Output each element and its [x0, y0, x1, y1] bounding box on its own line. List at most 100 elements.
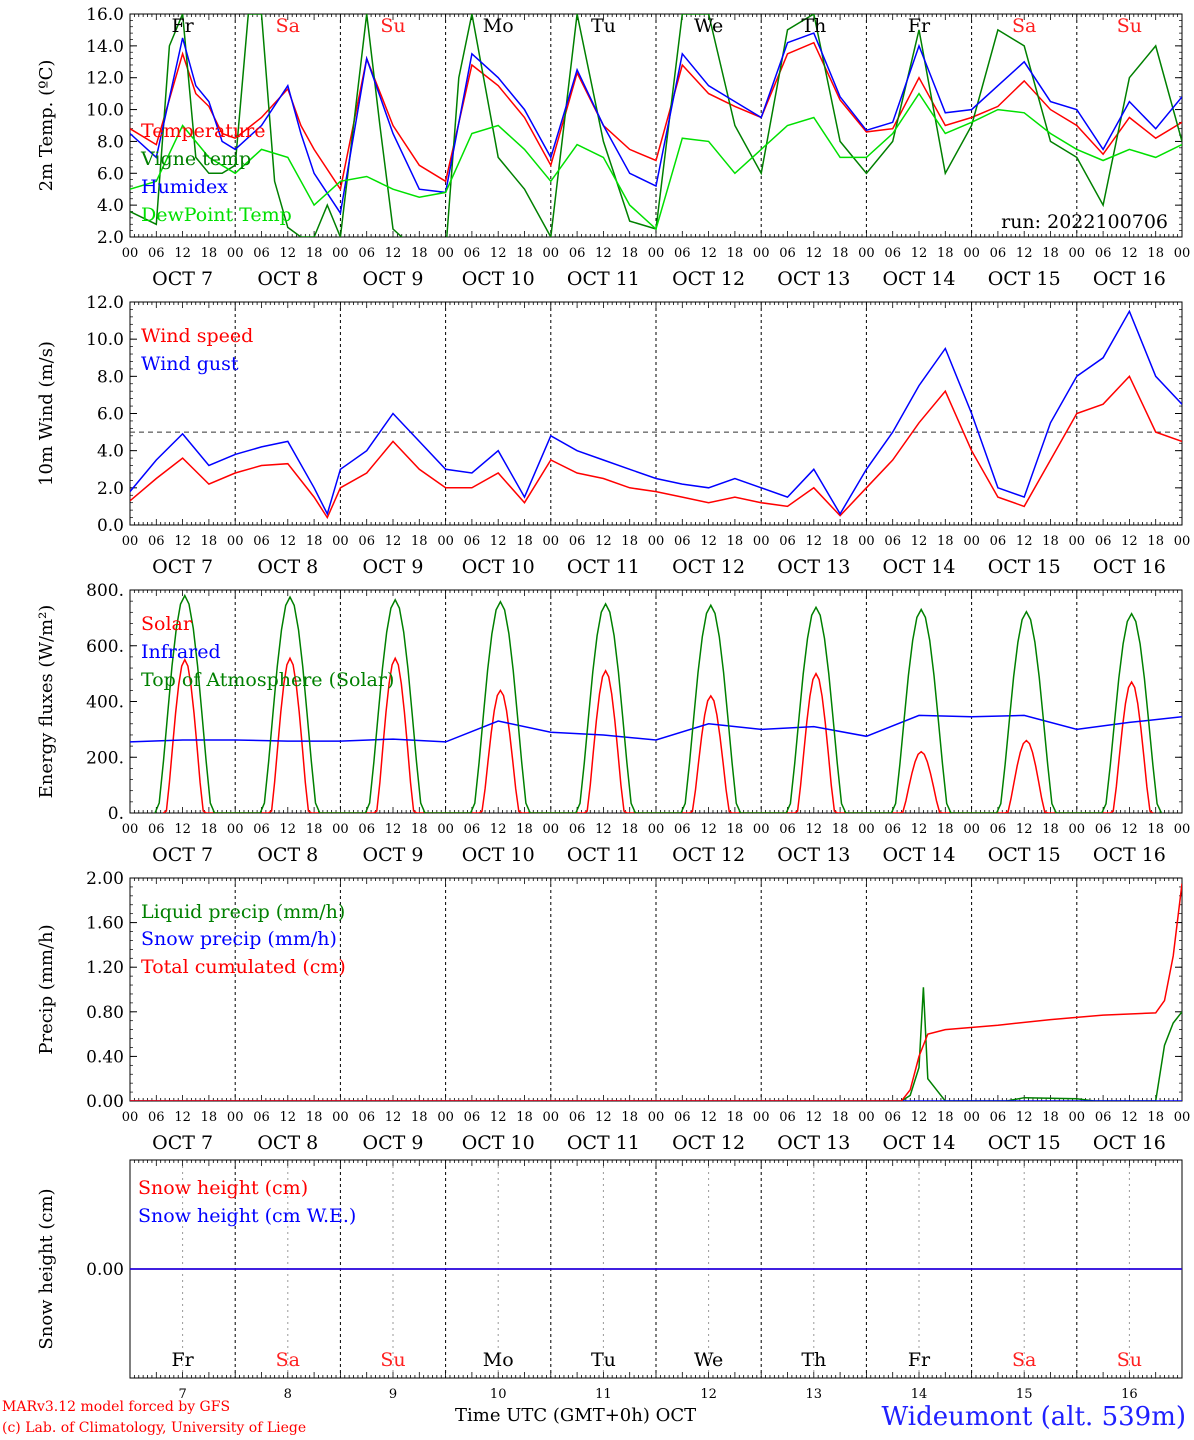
x-hour-label: 12 — [911, 1110, 928, 1125]
legend-entry: Humidex — [141, 176, 228, 198]
x-hour-label: 12 — [911, 534, 928, 549]
x-hour-label: 00 — [543, 246, 560, 261]
x-hour-label: 18 — [201, 246, 218, 261]
x-hour-label: 18 — [1147, 246, 1164, 261]
weekday-label-top: Sa — [1012, 15, 1036, 37]
x-hour-label: 06 — [148, 246, 165, 261]
station-label: Wideumont (alt. 539m) — [881, 1402, 1186, 1432]
x-hour-label: 18 — [1147, 822, 1164, 837]
x-hour-label: 00 — [227, 246, 244, 261]
x-hour-label: 00 — [1069, 1110, 1086, 1125]
x-hour-label: 18 — [832, 822, 849, 837]
x-hour-label: 06 — [674, 246, 691, 261]
x-hour-label: 06 — [1095, 534, 1112, 549]
x-date-label: OCT 15 — [988, 1132, 1061, 1154]
x-hour-label: 00 — [963, 534, 980, 549]
x-hour-label: 12 — [595, 534, 612, 549]
y-tick-label: 800. — [86, 581, 124, 601]
x-date-label: OCT 16 — [1093, 556, 1166, 578]
x-date-label: OCT 16 — [1093, 1132, 1166, 1154]
weekday-label-bottom: Fr — [171, 1349, 194, 1371]
y-tick-label: 200. — [86, 748, 124, 768]
x-date-label: OCT 9 — [363, 844, 424, 866]
x-hour-label: 18 — [937, 246, 954, 261]
y-tick-label: 600. — [86, 637, 124, 657]
x-date-label: OCT 12 — [672, 1132, 745, 1154]
x-date-label: OCT 13 — [777, 1132, 850, 1154]
panel-1: 2.0 4.0 6.0 8.0 10.0 12.0 14.0 16.0 2m Temp. (ºC… — [36, 5, 1190, 290]
day-number-label: 13 — [806, 1387, 823, 1402]
weekday-label-bottom: Su — [380, 1349, 405, 1371]
x-date-label: OCT 8 — [257, 1132, 318, 1154]
series-line-solar — [162, 656, 1154, 813]
x-date-label: OCT 14 — [882, 268, 955, 290]
x-date-label: OCT 15 — [988, 556, 1061, 578]
x-date-label: OCT 9 — [363, 556, 424, 578]
x-hour-label: 12 — [595, 246, 612, 261]
x-hour-label: 06 — [990, 1110, 1007, 1125]
x-hour-label: 12 — [700, 822, 717, 837]
x-date-label: OCT 7 — [152, 844, 213, 866]
x-date-label: OCT 10 — [462, 556, 535, 578]
x-date-label: OCT 12 — [672, 556, 745, 578]
x-hour-label: 12 — [1016, 534, 1033, 549]
y-tick-label: 400. — [86, 693, 124, 713]
day-number-label: 16 — [1121, 1387, 1138, 1402]
y-tick-label: 10.0 — [86, 101, 124, 121]
y-tick-label: 12.0 — [86, 69, 124, 89]
x-date-label: OCT 16 — [1093, 268, 1166, 290]
day-number-label: 8 — [284, 1387, 292, 1402]
y-tick-label: 14.0 — [86, 37, 124, 57]
x-hour-label: 18 — [411, 246, 428, 261]
x-hour-label: 06 — [674, 534, 691, 549]
x-hour-label: 12 — [1121, 534, 1138, 549]
x-hour-label: 12 — [1121, 822, 1138, 837]
lab-credit-line: (c) Lab. of Climatology, University of L… — [2, 1420, 307, 1436]
y-tick-label: 2.00 — [86, 869, 124, 889]
x-hour-label: 00 — [437, 534, 454, 549]
x-hour-label: 12 — [700, 246, 717, 261]
x-hour-label: 12 — [385, 534, 402, 549]
x-hour-label: 18 — [1147, 1110, 1164, 1125]
x-hour-label: 18 — [201, 822, 218, 837]
weekday-label-top: Sa — [276, 15, 300, 37]
x-hour-label: 12 — [385, 246, 402, 261]
y-tick-label: 2.0 — [97, 479, 124, 499]
x-hour-label: 18 — [727, 822, 744, 837]
x-date-label: OCT 14 — [882, 556, 955, 578]
x-hour-label: 00 — [122, 534, 139, 549]
x-hour-label: 00 — [858, 822, 875, 837]
x-date-label: OCT 13 — [777, 556, 850, 578]
x-hour-label: 00 — [122, 1110, 139, 1125]
x-hour-label: 18 — [621, 1110, 638, 1125]
x-hour-label: 12 — [174, 534, 191, 549]
legend-entry: Snow height (cm W.E.) — [138, 1205, 356, 1227]
x-hour-label: 00 — [437, 246, 454, 261]
x-hour-label: 18 — [306, 246, 323, 261]
x-hour-label: 06 — [779, 246, 796, 261]
legend-entry: Snow height (cm) — [138, 1177, 308, 1199]
weekday-label-bottom: Fr — [908, 1349, 931, 1371]
x-hour-label: 00 — [332, 1110, 349, 1125]
x-hour-label: 00 — [648, 534, 665, 549]
x-hour-label: 18 — [411, 822, 428, 837]
x-hour-label: 18 — [516, 822, 533, 837]
x-hour-label: 06 — [148, 822, 165, 837]
x-hour-label: 00 — [1069, 246, 1086, 261]
y-axis-label: Energy fluxes (W/m²) — [36, 605, 57, 799]
x-hour-label: 06 — [884, 822, 901, 837]
x-date-label: OCT 8 — [257, 268, 318, 290]
x-date-label: OCT 10 — [462, 268, 535, 290]
x-hour-label: 12 — [490, 534, 507, 549]
x-hour-label: 06 — [990, 246, 1007, 261]
day-number-label: 15 — [1016, 1387, 1033, 1402]
x-hour-label: 18 — [306, 534, 323, 549]
weekday-label-bottom: Th — [801, 1349, 826, 1371]
legend-entry: Wind speed — [141, 325, 253, 347]
x-hour-label: 18 — [306, 1110, 323, 1125]
x-hour-label: 06 — [253, 246, 270, 261]
x-hour-label: 06 — [990, 534, 1007, 549]
x-hour-label: 00 — [858, 246, 875, 261]
x-hour-label: 06 — [1095, 1110, 1112, 1125]
x-hour-label: 00 — [753, 822, 770, 837]
